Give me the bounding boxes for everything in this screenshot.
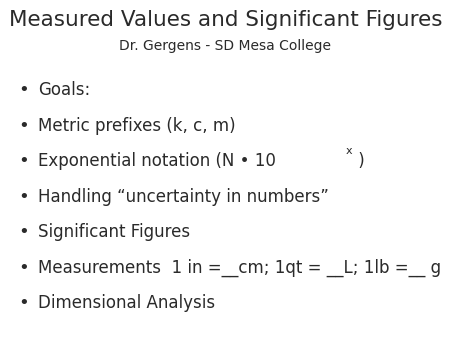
- Text: x: x: [346, 146, 353, 156]
- Text: Dimensional Analysis: Dimensional Analysis: [38, 294, 216, 312]
- Text: •: •: [18, 152, 29, 170]
- Text: •: •: [18, 81, 29, 99]
- Text: Exponential notation (N • 10: Exponential notation (N • 10: [38, 152, 276, 170]
- Text: Measurements  1 in =__cm; 1qt = __L; 1lb =__ g: Measurements 1 in =__cm; 1qt = __L; 1lb …: [38, 259, 441, 277]
- Text: Goals:: Goals:: [38, 81, 90, 99]
- Text: Significant Figures: Significant Figures: [38, 223, 190, 241]
- Text: •: •: [18, 294, 29, 312]
- Text: Measured Values and Significant Figures: Measured Values and Significant Figures: [9, 10, 442, 30]
- Text: Metric prefixes (k, c, m): Metric prefixes (k, c, m): [38, 117, 236, 135]
- Text: Dr. Gergens - SD Mesa College: Dr. Gergens - SD Mesa College: [119, 39, 331, 53]
- Text: •: •: [18, 259, 29, 276]
- Text: •: •: [18, 117, 29, 135]
- Text: Handling “uncertainty in numbers”: Handling “uncertainty in numbers”: [38, 188, 329, 206]
- Text: •: •: [18, 188, 29, 206]
- Text: ): ): [353, 152, 365, 170]
- Text: •: •: [18, 223, 29, 241]
